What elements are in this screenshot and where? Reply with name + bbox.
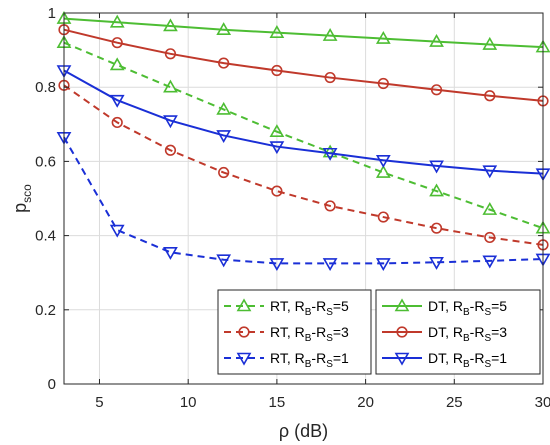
y-tick-label: 0.4 — [35, 228, 56, 245]
data-point — [216, 22, 232, 35]
x-axis-label: ρ (dB) — [279, 421, 328, 441]
data-point — [375, 30, 391, 44]
data-point — [269, 258, 285, 272]
series-layer — [56, 10, 550, 272]
legend-label: DT, RB-RS=1 — [428, 350, 507, 370]
data-point — [482, 255, 498, 269]
data-point — [271, 185, 283, 197]
legend-right: DT, RB-RS=5 DT, RB-RS=3 DT, RB-RS=1 — [375, 289, 541, 375]
data-point — [109, 224, 125, 238]
data-point — [216, 101, 232, 115]
legend-box — [217, 289, 372, 375]
plot-frame — [63, 12, 544, 385]
legend-marker — [238, 326, 250, 338]
data-point — [164, 144, 177, 156]
legend-label: RT, RB-RS=5 — [270, 298, 349, 318]
legend-label: RT, RB-RS=3 — [270, 324, 349, 344]
data-point — [375, 164, 391, 178]
legend: RT, RB-RS=5 RT, RB-RS=3 RT, RB-RS=1 DT, RB-… — [217, 289, 541, 375]
y-tick-label: 0 — [48, 376, 56, 393]
x-tick-label: 30 — [535, 394, 550, 411]
data-point — [482, 202, 498, 215]
data-point — [109, 57, 125, 71]
data-point — [271, 64, 283, 77]
y-tick-label: 1 — [48, 5, 56, 22]
legend-label: DT, RB-RS=3 — [428, 324, 507, 344]
data-point — [163, 79, 178, 93]
data-point — [324, 200, 336, 212]
series-1 — [56, 35, 550, 234]
data-point — [484, 90, 496, 102]
data-point — [484, 231, 496, 244]
legend-marker — [236, 352, 252, 366]
y-tick-label: 0.2 — [35, 302, 56, 319]
data-point — [482, 165, 498, 179]
series-5 — [58, 24, 549, 107]
series-line — [63, 136, 544, 265]
data-point — [430, 84, 443, 96]
data-point — [109, 14, 125, 28]
y-tick-label: 0.8 — [35, 79, 56, 96]
data-point — [269, 25, 285, 38]
x-tick-label: 5 — [95, 394, 103, 411]
data-point — [163, 246, 178, 260]
data-point — [377, 77, 389, 90]
data-point — [269, 124, 285, 138]
legend-marker — [394, 352, 410, 366]
data-point — [324, 71, 336, 84]
data-point — [216, 130, 232, 144]
legend-label: RT, RB-RS=1 — [270, 350, 349, 370]
data-point — [163, 18, 178, 32]
data-point — [111, 116, 123, 129]
x-tick-label: 20 — [357, 394, 374, 411]
data-point — [218, 57, 230, 69]
data-point — [322, 144, 338, 158]
series-line — [63, 69, 544, 175]
x-tick-label: 10 — [180, 394, 197, 411]
data-point — [111, 37, 123, 49]
legend-label: DT, RB-RS=5 — [428, 298, 507, 318]
data-point — [164, 48, 177, 60]
data-point — [430, 222, 443, 234]
data-point — [375, 258, 391, 272]
series-6 — [56, 65, 550, 182]
series-line — [63, 28, 544, 102]
data-point — [269, 141, 285, 155]
data-point — [429, 183, 444, 197]
series-3 — [56, 131, 550, 272]
data-point — [322, 147, 338, 161]
data-point — [216, 254, 232, 268]
series-line — [63, 41, 544, 230]
data-point — [322, 28, 338, 41]
x-tick-label: 25 — [446, 394, 463, 411]
data-point — [482, 36, 498, 50]
series-line — [63, 17, 544, 49]
legend-marker — [396, 326, 408, 338]
series-line — [63, 84, 544, 246]
legend-left: RT, RB-RS=5 RT, RB-RS=3 RT, RB-RS=1 — [217, 289, 372, 375]
data-point — [109, 94, 125, 108]
data-point — [322, 258, 338, 272]
y-tick-label: 0.6 — [35, 153, 56, 170]
data-point — [429, 33, 444, 47]
data-point — [375, 154, 391, 168]
data-point — [429, 160, 444, 174]
y-axis-label: psco — [10, 184, 34, 213]
axis-ticks: 5 10 15 20 25 30 0 0.2 0.4 0.6 0.8 1 — [35, 5, 550, 411]
data-point — [163, 115, 178, 129]
legend-marker — [236, 298, 252, 312]
data-point — [377, 211, 389, 223]
data-point — [218, 166, 230, 179]
x-tick-label: 15 — [269, 394, 286, 411]
data-point — [429, 257, 444, 270]
legend-marker — [394, 298, 410, 312]
